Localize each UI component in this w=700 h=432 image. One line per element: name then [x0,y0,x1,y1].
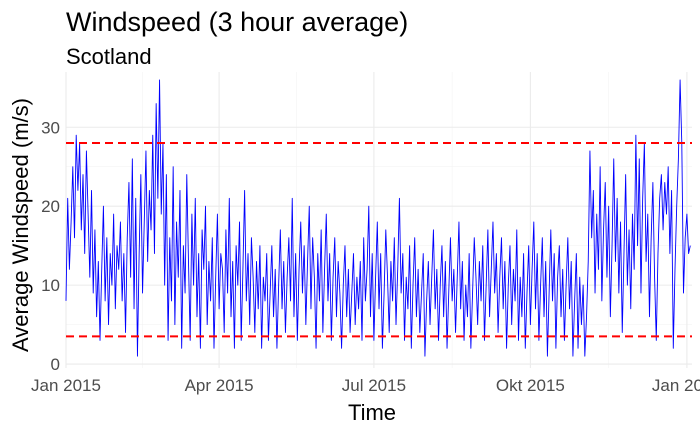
x-axis-title: Time [348,400,396,425]
x-tick-label: Jan 2016 [652,376,700,395]
y-tick-label: 30 [41,118,60,137]
chart-subtitle: Scotland [66,44,152,69]
x-tick-label: Apr 2015 [185,376,254,395]
x-tick-label: Jan 2015 [31,376,101,395]
windspeed-series-line [65,79,691,357]
x-axis-tick-labels: Jan 2015 Apr 2015 Jul 2015 Okt 2015 Jan 2016 [31,376,700,395]
series-group [65,79,691,357]
y-tick-label: 0 [51,355,60,374]
y-tick-label: 20 [41,197,60,216]
x-tick-label: Jul 2015 [342,376,406,395]
threshold-lines [66,142,692,338]
y-tick-label: 10 [41,276,60,295]
x-tick-label: Okt 2015 [496,376,565,395]
chart-title: Windspeed (3 hour average) [66,7,408,37]
y-axis-title: Average Windspeed (m/s) [8,98,33,352]
y-axis-tick-labels: 0 10 20 30 [41,118,60,374]
